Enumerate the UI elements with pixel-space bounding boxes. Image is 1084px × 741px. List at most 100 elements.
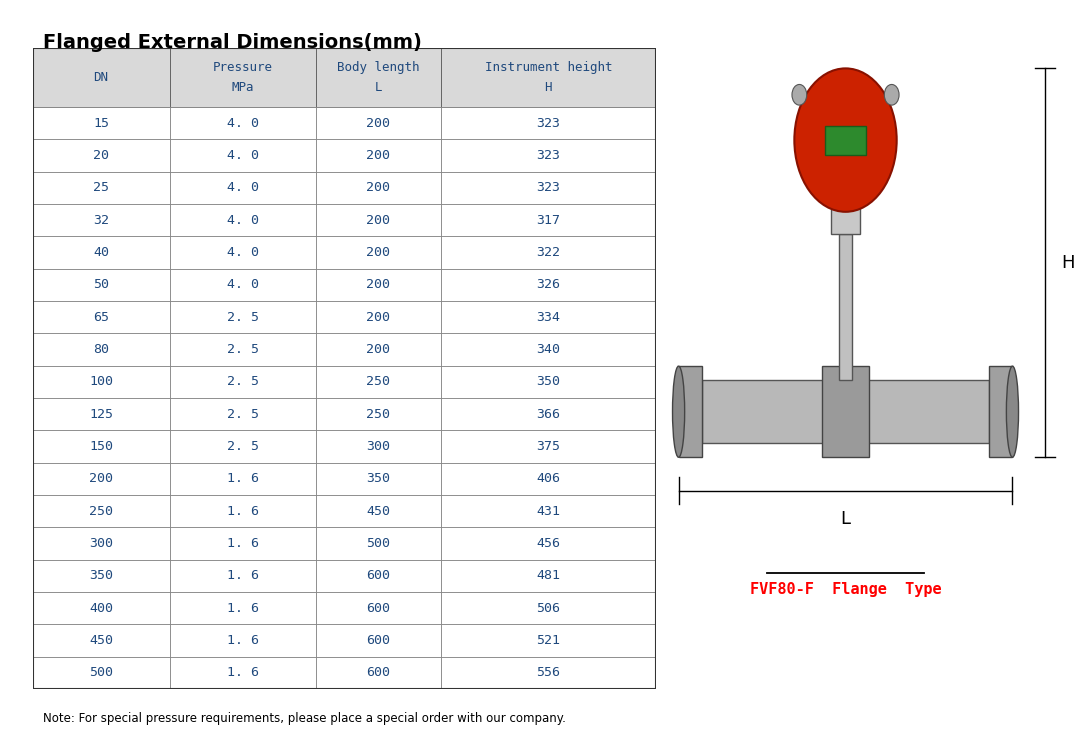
Bar [169, 204, 317, 236]
Bar [33, 528, 169, 559]
Text: 406: 406 [537, 473, 560, 485]
Text: 350: 350 [89, 570, 113, 582]
Bar [317, 657, 441, 689]
Text: 20: 20 [93, 149, 109, 162]
Text: 322: 322 [537, 246, 560, 259]
Text: 65: 65 [93, 310, 109, 324]
Text: 600: 600 [366, 602, 390, 615]
Text: 200: 200 [366, 343, 390, 356]
Bar [441, 301, 656, 333]
Bar [317, 528, 441, 559]
Text: 300: 300 [89, 537, 113, 550]
Bar [33, 366, 169, 398]
Bar [169, 236, 317, 269]
Bar [441, 107, 656, 139]
Text: 556: 556 [537, 666, 560, 679]
Text: 340: 340 [537, 343, 560, 356]
Text: 2. 5: 2. 5 [227, 408, 259, 421]
Text: 1. 6: 1. 6 [227, 505, 259, 518]
Text: 400: 400 [89, 602, 113, 615]
Text: 4. 0: 4. 0 [227, 214, 259, 227]
Bar [317, 204, 441, 236]
Bar [33, 172, 169, 204]
Bar [169, 107, 317, 139]
Bar [441, 269, 656, 301]
Bar [33, 301, 169, 333]
Text: 431: 431 [537, 505, 560, 518]
Bar [169, 528, 317, 559]
Bar [441, 625, 656, 657]
Text: Pressure
MPa: Pressure MPa [212, 62, 273, 94]
Text: L: L [840, 510, 851, 528]
Bar [169, 495, 317, 528]
Bar [317, 139, 441, 172]
Bar [825, 125, 866, 155]
Text: 600: 600 [366, 570, 390, 582]
Text: 200: 200 [366, 246, 390, 259]
Bar [679, 366, 702, 457]
Text: 1. 6: 1. 6 [227, 602, 259, 615]
Text: 350: 350 [366, 473, 390, 485]
Bar [441, 172, 656, 204]
Ellipse shape [1006, 366, 1019, 457]
Bar [317, 107, 441, 139]
Text: 15: 15 [93, 117, 109, 130]
Text: FVF80-F  Flange  Type: FVF80-F Flange Type [750, 582, 941, 597]
Bar [169, 269, 317, 301]
Text: 500: 500 [366, 537, 390, 550]
Text: 4. 0: 4. 0 [227, 149, 259, 162]
Bar [317, 559, 441, 592]
Bar [441, 398, 656, 431]
Bar [33, 269, 169, 301]
Bar [441, 236, 656, 269]
Bar [702, 380, 989, 443]
Bar [317, 431, 441, 463]
Circle shape [792, 84, 806, 105]
Text: DN: DN [93, 71, 108, 84]
Text: 323: 323 [537, 149, 560, 162]
Bar [989, 366, 1012, 457]
Text: 2. 5: 2. 5 [227, 343, 259, 356]
Bar [441, 431, 656, 463]
Text: 506: 506 [537, 602, 560, 615]
Bar [33, 463, 169, 495]
Bar [317, 398, 441, 431]
Bar [317, 463, 441, 495]
Bar [441, 366, 656, 398]
Bar [33, 625, 169, 657]
Bar [33, 495, 169, 528]
Bar [169, 431, 317, 463]
Bar [441, 139, 656, 172]
Bar [169, 172, 317, 204]
Text: 40: 40 [93, 246, 109, 259]
Bar [441, 657, 656, 689]
Bar [33, 204, 169, 236]
Text: 200: 200 [366, 117, 390, 130]
Bar [33, 333, 169, 366]
Bar [441, 333, 656, 366]
Bar [317, 333, 441, 366]
Text: 80: 80 [93, 343, 109, 356]
Text: 1. 6: 1. 6 [227, 570, 259, 582]
Text: Note: For special pressure requirements, please place a special order with our c: Note: For special pressure requirements,… [43, 711, 566, 725]
Text: 100: 100 [89, 376, 113, 388]
Text: 600: 600 [366, 666, 390, 679]
Text: 375: 375 [537, 440, 560, 453]
Text: 4. 0: 4. 0 [227, 246, 259, 259]
Text: 200: 200 [366, 149, 390, 162]
Bar [33, 592, 169, 625]
Text: 2. 5: 2. 5 [227, 310, 259, 324]
Text: 250: 250 [366, 408, 390, 421]
Text: 50: 50 [93, 279, 109, 291]
Bar [169, 463, 317, 495]
Bar [317, 366, 441, 398]
Bar [317, 301, 441, 333]
Text: 4. 0: 4. 0 [227, 182, 259, 194]
Text: 450: 450 [366, 505, 390, 518]
Text: 250: 250 [366, 376, 390, 388]
Text: 600: 600 [366, 634, 390, 647]
Bar [441, 204, 656, 236]
Bar [441, 463, 656, 495]
Bar [441, 528, 656, 559]
Text: 1. 6: 1. 6 [227, 473, 259, 485]
